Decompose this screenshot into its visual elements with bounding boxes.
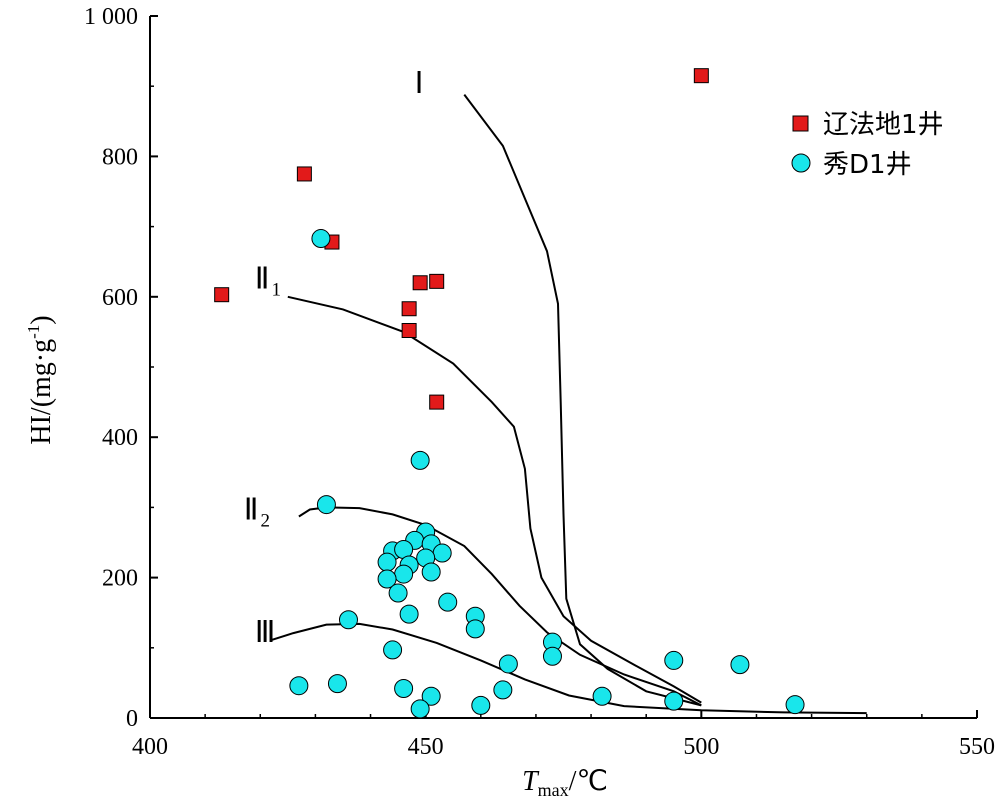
y-tick-label: 1 000: [84, 4, 138, 30]
x-axis-title-unit: /℃: [569, 766, 608, 797]
point-series-2: [471, 695, 491, 715]
point-series-2: [498, 654, 518, 674]
point-series-2: [394, 679, 414, 699]
point-series-2: [383, 640, 403, 660]
point-series-2: [410, 450, 430, 470]
point-series-2: [394, 564, 414, 584]
y-tick-label: 200: [102, 566, 138, 592]
point-series-2: [493, 680, 513, 700]
point-series-2: [421, 562, 441, 582]
curve-label-1: Ⅰ: [415, 67, 424, 100]
y-tick-label: 0: [126, 706, 138, 732]
point-series-2: [399, 604, 419, 624]
point-series-2: [465, 619, 485, 639]
legend-marker-series-2: [791, 153, 811, 173]
point-series-2: [664, 650, 684, 670]
point-series-1: [401, 322, 417, 338]
point-series-2: [410, 699, 430, 719]
point-series-2: [377, 552, 397, 572]
point-series-2: [664, 691, 684, 711]
point-series-2: [432, 543, 452, 563]
y-axis-title-main: HI/(mg·g: [26, 339, 57, 445]
x-tick-label: 450: [408, 734, 444, 760]
point-series-2: [438, 592, 458, 612]
type-curve-3: [298, 506, 702, 707]
type-curve-1: [463, 93, 702, 707]
point-series-2: [542, 646, 562, 666]
y-axis-title: HI/(mg·g-1): [24, 315, 57, 444]
point-series-2: [421, 686, 441, 706]
x-tick-label: 400: [132, 734, 168, 760]
point-series-2: [327, 674, 347, 694]
data-points: [214, 68, 805, 719]
y-tick-label: 600: [102, 285, 138, 311]
x-axis-title-sub: max: [538, 780, 569, 800]
point-series-1: [429, 394, 445, 410]
legend: 辽法地1井 秀D1井: [791, 110, 944, 180]
curves: Ⅰ Ⅱ 1 Ⅱ 2 Ⅲ: [244, 67, 867, 715]
point-series-2: [338, 610, 358, 630]
x-axis-title-main: T: [522, 766, 540, 797]
point-series-1: [412, 275, 428, 291]
point-series-1: [401, 301, 417, 317]
point-series-2: [785, 695, 805, 715]
point-series-2: [388, 583, 408, 603]
x-axis-title: Tmax/℃: [522, 766, 608, 800]
point-series-2: [730, 655, 750, 675]
point-series-2: [377, 569, 397, 589]
type-curve-4: [270, 622, 867, 715]
legend-marker-series-1: [792, 115, 809, 132]
y-axis-title-sup: -1: [24, 325, 43, 339]
x-tick-label: 550: [959, 734, 995, 760]
point-series-1: [693, 68, 709, 84]
curve-label-4: Ⅲ: [255, 616, 276, 649]
point-series-1: [429, 273, 445, 289]
point-series-2: [311, 229, 331, 249]
y-tick-label: 400: [102, 425, 138, 451]
point-series-2: [289, 676, 309, 696]
legend-label-series-2: 秀D1井: [823, 150, 912, 180]
axes: 400 450 500 550 0 200 400 600 800 1 000: [84, 4, 995, 760]
point-series-1: [296, 166, 312, 182]
type-curve-2: [287, 295, 702, 704]
point-series-2: [592, 686, 612, 706]
x-tick-label: 500: [683, 734, 719, 760]
point-series-1: [214, 287, 230, 303]
point-series-2: [316, 495, 336, 515]
legend-label-series-1: 辽法地1井: [823, 110, 944, 140]
y-tick-label: 800: [102, 144, 138, 170]
y-axis-title-close: ): [26, 315, 57, 324]
